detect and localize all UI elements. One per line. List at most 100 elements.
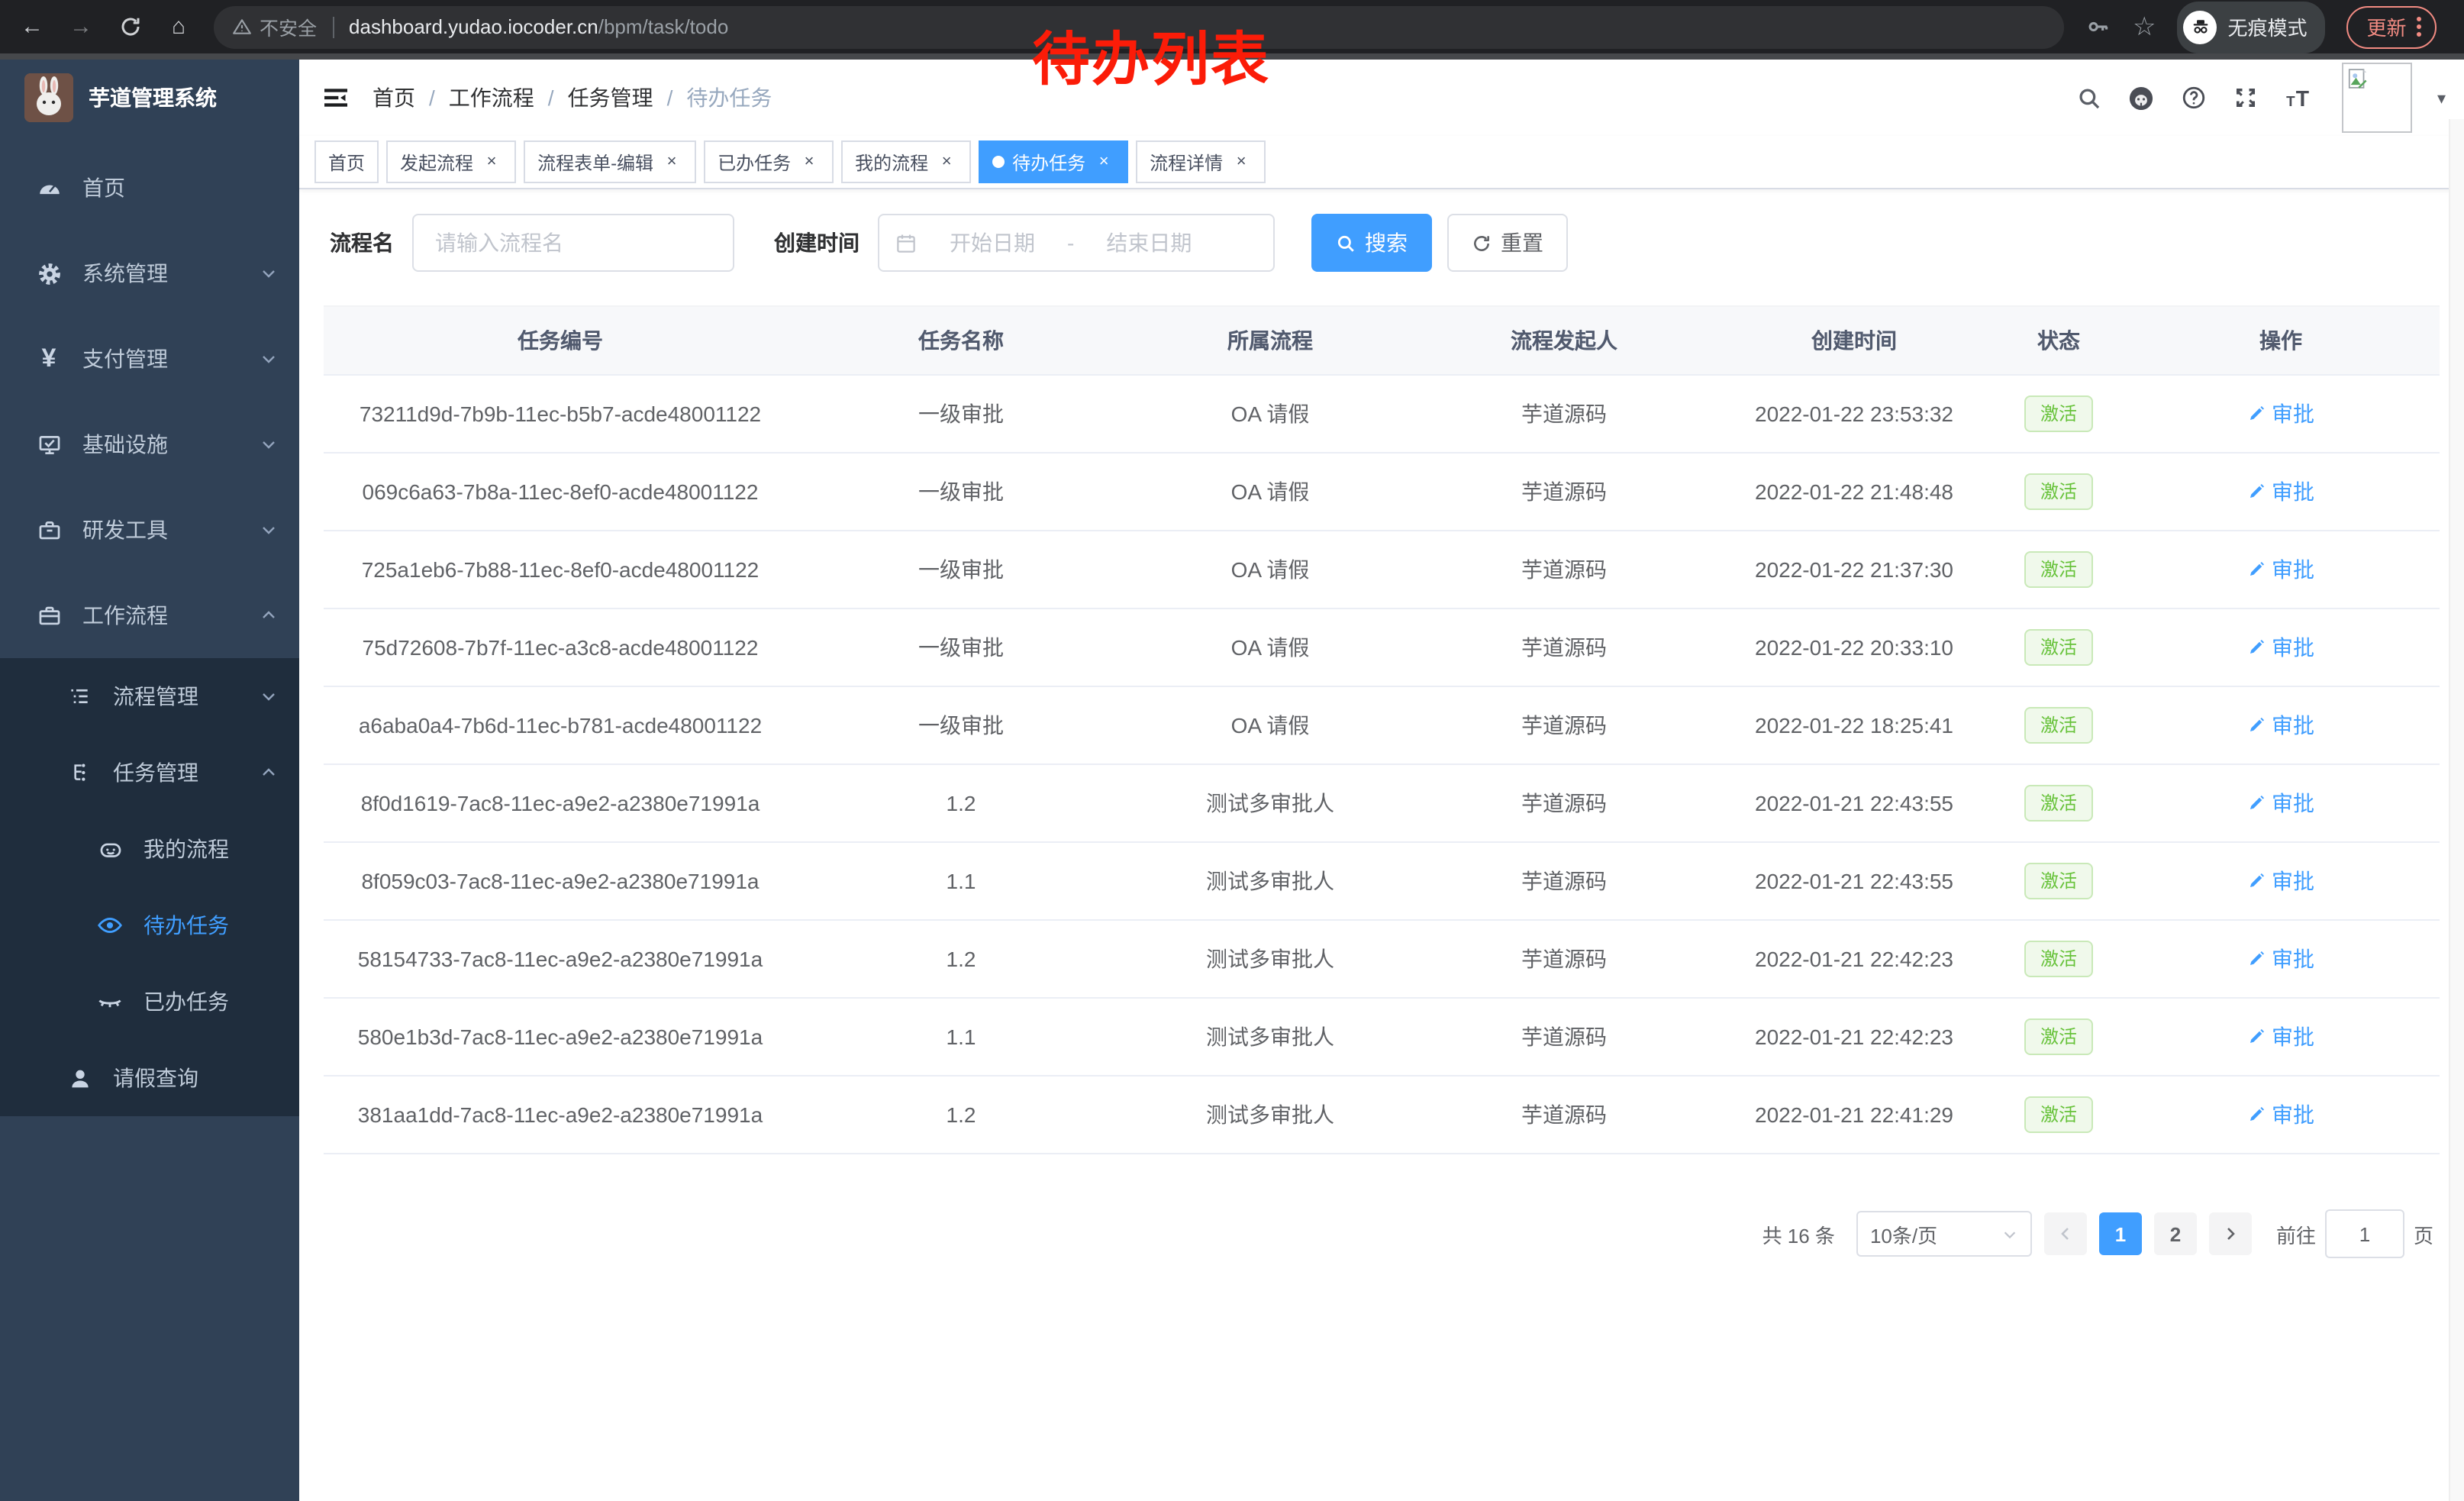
approve-label: 审批 [2272, 479, 2314, 504]
sidebar-item-home[interactable]: 首页 [0, 145, 299, 231]
browser-chrome: ← → ⌂ 不安全 dashboard.yudao.iocoder.cn/bpm… [0, 0, 2464, 53]
sidebar-item-my-process[interactable]: 我的流程 [0, 811, 299, 887]
help-icon[interactable] [2181, 84, 2208, 111]
sidebar-item-label: 研发工具 [82, 518, 168, 542]
prev-page-button[interactable] [2043, 1212, 2087, 1255]
cell-process: OA 请假 [1125, 531, 1415, 609]
scrollbar-track[interactable] [2449, 119, 2464, 1501]
sidebar-item-label: 待办任务 [144, 913, 229, 938]
cell-starter: 芋道源码 [1415, 920, 1713, 999]
cell-task-name: 一级审批 [797, 375, 1125, 454]
url-bar[interactable]: 不安全 dashboard.yudao.iocoder.cn/bpm/task/… [214, 5, 2064, 48]
sidebar-collapse-icon[interactable] [321, 82, 351, 113]
breadcrumb: 首页 / 工作流程 / 任务管理 / 待办任务 [373, 82, 772, 113]
approve-link[interactable]: 审批 [2247, 1022, 2314, 1052]
tab-my-process[interactable]: 我的流程 × [841, 140, 972, 183]
cell-starter: 芋道源码 [1415, 375, 1713, 454]
avatar[interactable] [2342, 63, 2413, 133]
sidebar-item-system[interactable]: 系统管理 [0, 231, 299, 316]
cell-task-name: 1.2 [797, 764, 1125, 843]
date-range-separator: - [1067, 231, 1075, 255]
sidebar-item-workflow[interactable]: 工作流程 [0, 573, 299, 658]
chevron-up-icon [260, 763, 278, 782]
page-content: 流程名 创建时间 - [299, 189, 2464, 1501]
page-2-button[interactable]: 2 [2153, 1212, 2197, 1255]
cell-task-id: 580e1b3d-7ac8-11ec-a9e2-a2380e71991a [324, 998, 797, 1077]
sidebar-item-process-mgmt[interactable]: 流程管理 [0, 658, 299, 734]
col-status: 状态 [1995, 305, 2122, 376]
sidebar-item-payment[interactable]: ¥ 支付管理 [0, 316, 299, 402]
eye-closed-icon [92, 988, 128, 1015]
cell-task-id: 725a1eb6-7b88-11ec-8ef0-acde48001122 [324, 531, 797, 609]
close-icon[interactable]: × [486, 153, 497, 171]
close-icon[interactable]: × [941, 153, 952, 171]
goto-page-input[interactable] [2324, 1209, 2404, 1258]
tab-process-detail[interactable]: 流程详情 × [1136, 140, 1266, 183]
approve-link[interactable]: 审批 [2247, 944, 2314, 974]
search-icon [1336, 233, 1356, 253]
github-icon[interactable] [2127, 83, 2156, 112]
approve-link[interactable]: 审批 [2247, 866, 2314, 896]
tab-label: 流程表单-编辑 [537, 152, 654, 173]
sidebar-item-leave-query[interactable]: 请假查询 [0, 1040, 299, 1116]
cell-create-time: 2022-01-21 22:42:23 [1713, 998, 1995, 1077]
cell-task-name: 一级审批 [797, 531, 1125, 609]
tab-start-process[interactable]: 发起流程 × [386, 140, 517, 183]
close-icon[interactable]: × [666, 153, 677, 171]
search-button[interactable]: 搜索 [1311, 214, 1432, 272]
cell-create-time: 2022-01-22 23:53:32 [1713, 375, 1995, 454]
avatar-caret-icon[interactable]: ▾ [2437, 89, 2446, 108]
browser-back-icon[interactable]: ← [21, 14, 44, 40]
password-key-icon[interactable] [2085, 14, 2111, 40]
bookmark-star-icon[interactable]: ☆ [2133, 11, 2156, 40]
browser-forward-icon[interactable]: → [69, 14, 92, 40]
close-icon[interactable]: × [804, 153, 814, 171]
not-secure-warning[interactable]: 不安全 [232, 12, 317, 41]
sidebar: 芋道管理系统 首页 系统管理 ¥ 支付管 [0, 60, 299, 1501]
breadcrumb-item[interactable]: 首页 [373, 86, 415, 110]
date-range-picker[interactable]: - [878, 214, 1275, 272]
reset-button-label: 重置 [1501, 231, 1543, 255]
page-1-button[interactable]: 1 [2098, 1212, 2142, 1255]
fullscreen-icon[interactable] [2233, 84, 2260, 111]
sidebar-item-todo-task[interactable]: 待办任务 [0, 887, 299, 964]
process-name-input[interactable] [432, 229, 714, 257]
approve-link[interactable]: 审批 [2247, 476, 2314, 507]
approve-link[interactable]: 审批 [2247, 710, 2314, 741]
browser-reload-icon[interactable] [113, 10, 147, 44]
table-row: 8f059c03-7ac8-11ec-a9e2-a2380e71991a 1.1… [324, 842, 2440, 921]
approve-link[interactable]: 审批 [2247, 788, 2314, 818]
close-icon[interactable]: × [1236, 153, 1247, 171]
approve-label: 审批 [2272, 713, 2314, 738]
sidebar-item-devtools[interactable]: 研发工具 [0, 487, 299, 573]
approve-link[interactable]: 审批 [2247, 1099, 2314, 1130]
close-icon[interactable]: × [1098, 153, 1109, 171]
breadcrumb-item[interactable]: 任务管理 [567, 86, 653, 110]
approve-link[interactable]: 审批 [2247, 554, 2314, 585]
sidebar-item-done-task[interactable]: 已办任务 [0, 964, 299, 1040]
page-size-select[interactable]: 10条/页 [1856, 1211, 2032, 1257]
approve-link[interactable]: 审批 [2247, 399, 2314, 429]
sidebar-item-task-mgmt[interactable]: 任务管理 [0, 734, 299, 811]
breadcrumb-item[interactable]: 工作流程 [448, 86, 534, 110]
start-date-input[interactable] [927, 229, 1058, 257]
cell-task-name: 一级审批 [797, 453, 1125, 531]
status-badge: 激活 [2024, 551, 2092, 588]
tab-done-task[interactable]: 已办任务 × [704, 140, 834, 183]
approve-link[interactable]: 审批 [2247, 632, 2314, 663]
search-icon[interactable] [2077, 85, 2103, 111]
logo-row[interactable]: 芋道管理系统 [0, 60, 299, 136]
browser-home-icon[interactable]: ⌂ [171, 14, 186, 40]
tab-home[interactable]: 首页 [314, 140, 379, 183]
tab-todo-task[interactable]: 待办任务 × [979, 140, 1129, 183]
sidebar-item-infra[interactable]: 基础设施 [0, 402, 299, 487]
table-row: 725a1eb6-7b88-11ec-8ef0-acde48001122 一级审… [324, 531, 2440, 609]
browser-menu-icon[interactable] [2417, 17, 2422, 37]
process-name-field[interactable] [412, 214, 734, 272]
tab-form-edit[interactable]: 流程表单-编辑 × [524, 140, 697, 183]
reset-button[interactable]: 重置 [1447, 214, 1568, 272]
next-page-button[interactable] [2208, 1212, 2252, 1255]
end-date-input[interactable] [1083, 229, 1215, 257]
update-button[interactable]: 更新 [2346, 5, 2437, 48]
